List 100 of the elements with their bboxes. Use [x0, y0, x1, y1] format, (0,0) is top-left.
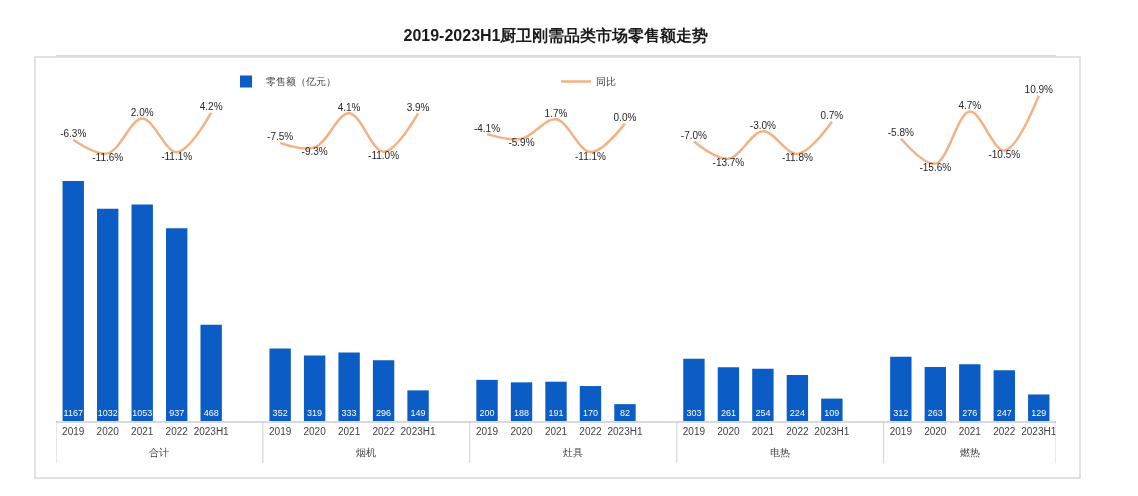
- bar: [407, 390, 429, 421]
- data-label: -3.0%: [749, 119, 777, 131]
- data-label: 1.7%: [544, 107, 568, 119]
- data-label: 224: [789, 408, 805, 418]
- data-label: 4.7%: [958, 100, 982, 112]
- x-tick-label: 2023H1: [814, 425, 850, 437]
- data-label: 129: [1031, 408, 1047, 418]
- data-label: 312: [893, 408, 909, 418]
- data-label: 188: [514, 408, 530, 418]
- data-label: -9.3%: [301, 145, 328, 157]
- bar: [372, 360, 395, 421]
- x-tick-label: 2022: [786, 425, 809, 437]
- x-tick-label: 2020: [510, 425, 534, 437]
- bar: [614, 404, 636, 421]
- data-label: 1032: [97, 408, 118, 418]
- data-label: -11.8%: [781, 152, 813, 164]
- bar: [200, 324, 222, 421]
- x-tick-label: 2023H1: [400, 425, 437, 437]
- bar: [752, 368, 774, 421]
- data-label: 254: [755, 408, 771, 418]
- bar: [890, 356, 912, 421]
- data-label: -11.1%: [575, 150, 607, 162]
- data-label: 200: [479, 408, 495, 418]
- x-tick-label: 2020: [96, 425, 120, 437]
- data-label: 149: [410, 408, 426, 418]
- data-label: 1167: [63, 408, 83, 418]
- x-tick-label: 2023H1: [607, 425, 643, 437]
- x-tick-label: 2020: [303, 425, 327, 437]
- text: 合计: [149, 447, 169, 458]
- bar: [62, 181, 84, 421]
- data-label: -6.3%: [60, 128, 87, 140]
- data-label: 3.9%: [406, 102, 430, 114]
- data-label: 82: [619, 408, 630, 418]
- bar: [131, 204, 153, 421]
- text: 烟机: [356, 447, 376, 458]
- x-tick-label: 2019: [475, 425, 499, 437]
- bar: [269, 348, 291, 421]
- bar: [579, 386, 602, 421]
- data-label: 0.0%: [613, 112, 637, 124]
- data-label: 303: [686, 408, 702, 418]
- data-label: 276: [962, 408, 978, 418]
- bar: [545, 381, 567, 421]
- bar: [97, 208, 119, 421]
- bar: [924, 366, 946, 421]
- text: 燃热: [960, 447, 980, 458]
- data-label: -11.0%: [368, 150, 400, 162]
- data-label: -15.6%: [919, 162, 952, 174]
- bar: [717, 367, 740, 421]
- bar: [959, 364, 981, 421]
- x-tick-label: 2021: [337, 425, 361, 437]
- x-tick-label: 2019: [682, 425, 706, 437]
- data-label: 261: [720, 408, 736, 418]
- bar: [338, 352, 360, 421]
- data-label: -10.5%: [988, 149, 1021, 161]
- data-label: 468: [203, 408, 219, 418]
- bar: [993, 370, 1015, 421]
- x-tick-label: 2020: [924, 425, 947, 437]
- data-label: -7.5%: [267, 131, 294, 143]
- x-tick-label: 2022: [165, 425, 189, 437]
- legend-label: 同比: [596, 76, 616, 88]
- data-label: 333: [341, 408, 357, 418]
- bar: [303, 355, 326, 421]
- text: 电热: [770, 447, 790, 458]
- x-tick-label: 2020: [717, 425, 740, 437]
- x-tick-label: 2022: [372, 425, 396, 437]
- data-label: 10.9%: [1024, 84, 1054, 96]
- data-label: 319: [307, 408, 323, 418]
- data-label: 170: [582, 408, 598, 418]
- x-tick-label: 2023H1: [193, 425, 230, 437]
- data-label: 191: [548, 408, 564, 418]
- legend-label: 零售额（亿元）: [266, 76, 336, 88]
- data-label: -11.6%: [92, 151, 124, 163]
- data-label: 109: [824, 408, 840, 418]
- x-tick-label: 2022: [579, 425, 603, 437]
- x-tick-label: 2021: [958, 425, 982, 437]
- data-label: 0.7%: [820, 110, 844, 122]
- data-label: -5.9%: [508, 137, 535, 149]
- data-label: -13.7%: [712, 157, 745, 169]
- x-tick-label: 2019: [889, 425, 913, 437]
- data-label: 247: [996, 408, 1012, 418]
- data-label: 4.1%: [337, 101, 361, 113]
- data-label: 2.0%: [130, 107, 154, 119]
- data-label: 1053: [132, 408, 153, 418]
- x-tick-label: 2021: [131, 425, 154, 437]
- x-tick-label: 2021: [544, 425, 568, 437]
- data-label: 296: [376, 408, 392, 418]
- x-tick-label: 2023H1: [1021, 425, 1057, 437]
- x-tick-label: 2022: [993, 425, 1016, 437]
- bar: [786, 374, 809, 421]
- x-tick-label: 2019: [269, 425, 292, 437]
- data-label: 937: [169, 408, 185, 418]
- bar: [166, 228, 188, 421]
- x-tick-label: 2021: [751, 425, 775, 437]
- chart-title: 2019-2023H1厨卫刚需品类市场零售额走势: [403, 26, 709, 44]
- data-label: -4.1%: [473, 122, 501, 134]
- data-label: -5.8%: [887, 127, 914, 139]
- data-label: -11.1%: [161, 150, 193, 162]
- text: 灶具: [563, 447, 583, 458]
- bar: [510, 382, 533, 421]
- data-label: 263: [927, 408, 943, 418]
